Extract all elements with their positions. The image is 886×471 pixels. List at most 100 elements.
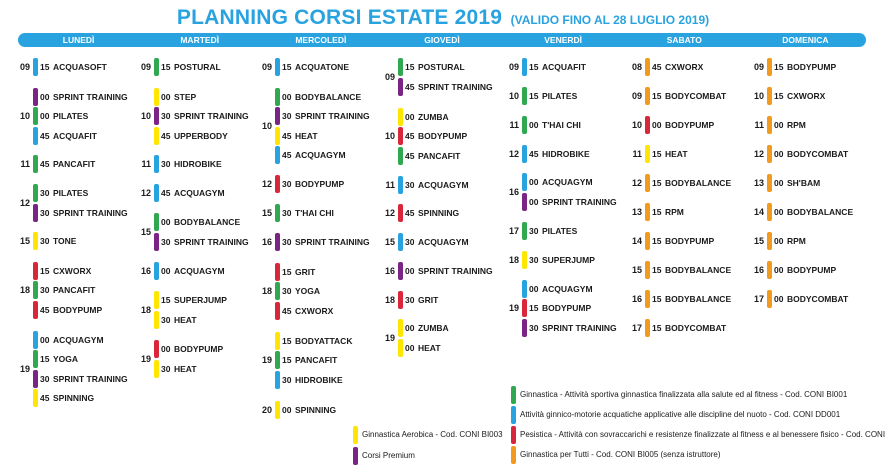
hour-label: 10 <box>19 111 30 121</box>
category-color-bar <box>767 290 772 308</box>
category-color-bar <box>154 58 159 76</box>
category-color-bar <box>33 281 38 299</box>
hour-label: 20 <box>261 405 272 415</box>
hour-label: 17 <box>508 226 519 236</box>
category-color-bar <box>522 87 527 105</box>
class-name: BODYCOMBAT <box>787 294 849 304</box>
class-minutes: 00 <box>40 334 50 345</box>
class-name: BODYPUMP <box>418 131 468 141</box>
hour-label: 11 <box>141 159 151 169</box>
category-color-bar <box>522 173 527 192</box>
class-name: BODYPUMP <box>542 303 592 313</box>
class-name: BODYCOMBAT <box>665 91 727 101</box>
class-minutes: 30 <box>405 180 415 190</box>
hour-label: 18 <box>384 295 395 305</box>
category-color-bar <box>398 204 403 222</box>
category-color-bar <box>275 146 280 165</box>
class-name: CXWORX <box>665 62 704 72</box>
class-minutes: 15 <box>652 294 662 304</box>
hour-label: 12 <box>261 179 272 189</box>
day-header-saturday: SABATO <box>666 35 702 45</box>
class-minutes: 00 <box>529 196 539 207</box>
class-name: SPRINT TRAINING <box>295 111 370 122</box>
class-name: HEAT <box>174 314 197 325</box>
category-color-bar <box>645 116 650 134</box>
class-minutes: 45 <box>405 208 415 218</box>
day-header-friday: VENERDÌ <box>544 35 583 45</box>
class-minutes: 30 <box>282 374 292 385</box>
category-color-bar <box>398 338 403 357</box>
hour-label: 18 <box>140 305 151 315</box>
class-minutes: 45 <box>405 150 415 161</box>
hour-label: 16 <box>140 266 151 276</box>
hour-label: 10 <box>140 111 151 121</box>
class-minutes: 30 <box>40 236 50 246</box>
class-name: PANCAFIT <box>418 150 461 161</box>
hour-label: 15 <box>753 236 764 246</box>
class-name: STEP <box>174 91 197 102</box>
class-name: T'HAI CHI <box>295 208 334 218</box>
hour-label: 18 <box>19 285 30 295</box>
class-name: BODYPUMP <box>665 236 715 246</box>
hour-label: 14 <box>753 207 764 217</box>
category-color-bar <box>522 251 527 269</box>
hour-label: 09 <box>384 72 395 82</box>
category-color-bar <box>522 299 527 317</box>
category-color-bar <box>33 232 38 250</box>
class-minutes: 15 <box>529 303 539 313</box>
category-color-bar <box>522 192 527 211</box>
category-color-bar <box>275 301 280 320</box>
category-color-bar <box>33 261 38 280</box>
category-color-bar <box>154 184 159 202</box>
class-minutes: 00 <box>774 149 784 159</box>
category-color-bar <box>33 58 38 76</box>
class-minutes: 00 <box>161 266 171 276</box>
class-minutes: 45 <box>40 393 50 404</box>
category-color-bar <box>33 203 38 222</box>
class-name: SPRINT TRAINING <box>418 266 493 276</box>
class-name: PANCAFIT <box>295 355 338 365</box>
hour-label: 15 <box>384 237 395 247</box>
class-name: RPM <box>665 207 684 217</box>
legend-text: Ginnastica per Tutti - Cod. CONI BI005 (… <box>520 450 721 459</box>
class-minutes: 00 <box>161 91 171 102</box>
category-color-bar <box>154 310 159 329</box>
class-name: RPM <box>787 236 806 246</box>
class-name: ACQUAGYM <box>174 266 225 276</box>
class-minutes: 15 <box>40 62 50 72</box>
class-name: BODYPUMP <box>787 62 837 72</box>
hour-label: 15 <box>631 265 642 275</box>
hour-label: 15 <box>19 236 30 246</box>
hour-label: 17 <box>753 294 764 304</box>
category-color-bar <box>522 116 527 134</box>
category-color-bar <box>275 370 280 389</box>
hour-label: 19 <box>508 303 519 313</box>
class-minutes: 30 <box>40 207 50 218</box>
hour-label: 13 <box>631 207 642 217</box>
class-minutes: 00 <box>774 178 784 188</box>
class-name: BODYATTACK <box>295 335 353 346</box>
category-color-bar <box>33 350 38 369</box>
class-minutes: 30 <box>282 208 292 218</box>
class-minutes: 00 <box>282 405 292 415</box>
category-color-bar <box>767 174 772 192</box>
class-name: BODYBALANCE <box>665 294 732 304</box>
hour-label: 16 <box>384 266 395 276</box>
class-minutes: 00 <box>40 91 50 102</box>
class-name: BODYBALANCE <box>174 217 241 228</box>
hour-label: 08 <box>631 62 642 72</box>
hour-label: 15 <box>261 208 272 218</box>
class-minutes: 00 <box>529 283 539 294</box>
class-minutes: 30 <box>40 373 50 384</box>
class-minutes: 00 <box>774 265 784 275</box>
class-name: BODYBALANCE <box>665 265 732 275</box>
class-minutes: 30 <box>529 322 539 333</box>
hour-label: 09 <box>140 62 151 72</box>
legend-text: Ginnastica Aerobica - Cod. CONI BI003 <box>362 430 503 439</box>
category-color-bar <box>33 184 38 203</box>
hour-label: 15 <box>140 227 151 237</box>
hour-label: 19 <box>140 354 151 364</box>
legend-text: Attività ginnico-motorie acquatiche appl… <box>520 410 841 419</box>
class-name: SH'BAM <box>787 178 821 188</box>
class-name: GRIT <box>295 266 316 277</box>
